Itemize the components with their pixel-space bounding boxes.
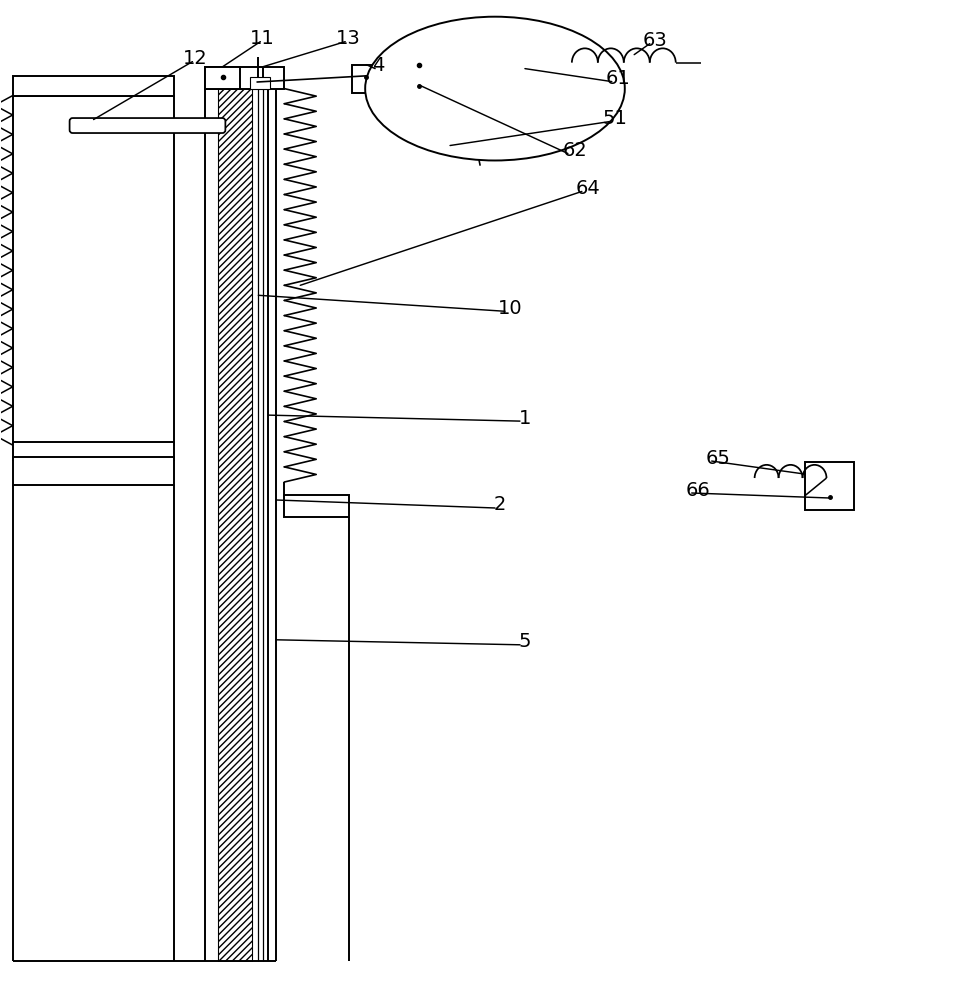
Text: 5: 5	[518, 632, 531, 651]
Bar	[284, 495, 349, 517]
Bar	[205, 67, 240, 89]
Text: 66: 66	[685, 481, 709, 500]
Text: 64: 64	[575, 179, 600, 198]
Bar	[218, 89, 252, 961]
Bar	[250, 77, 270, 89]
Bar	[13, 76, 174, 96]
Bar	[352, 65, 380, 93]
Text: 1: 1	[518, 409, 531, 428]
Text: 62: 62	[562, 141, 586, 160]
Text: 65: 65	[704, 449, 730, 468]
Text: 12: 12	[183, 49, 207, 68]
Text: 61: 61	[605, 69, 630, 88]
Text: 63: 63	[641, 31, 667, 50]
Bar	[388, 49, 450, 101]
Bar	[803, 462, 854, 510]
Text: 13: 13	[335, 29, 360, 48]
Text: 10: 10	[497, 299, 521, 318]
Text: 4: 4	[371, 56, 384, 75]
Bar	[205, 67, 284, 89]
Text: 2: 2	[493, 495, 506, 514]
Bar	[13, 442, 174, 460]
Bar	[13, 457, 174, 485]
Text: 11: 11	[250, 29, 274, 48]
FancyBboxPatch shape	[70, 118, 225, 133]
Text: 51: 51	[602, 109, 627, 128]
Bar	[13, 96, 174, 445]
Ellipse shape	[364, 17, 624, 160]
